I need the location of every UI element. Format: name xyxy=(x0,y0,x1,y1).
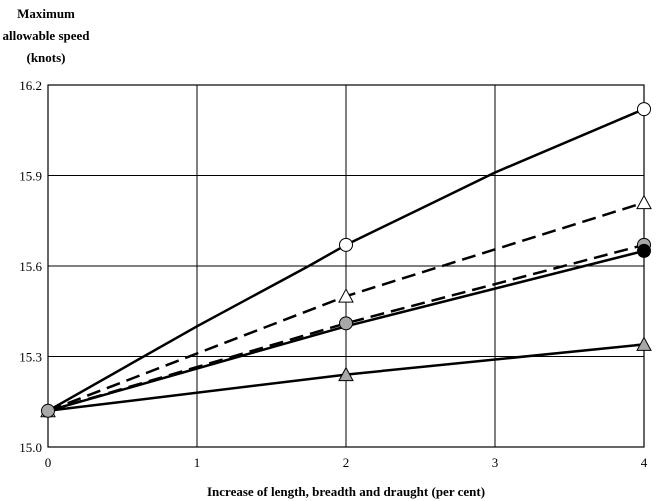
x-tick-labels: 0 1 2 3 4 xyxy=(45,455,648,470)
series-3-point xyxy=(41,403,55,418)
x-tick-label: 3 xyxy=(492,455,499,470)
series-1-point xyxy=(339,237,353,252)
y-axis-label-line-2: allowable speed xyxy=(2,28,90,43)
y-tick-label: 15.3 xyxy=(19,350,42,365)
y-tick-label: 16.2 xyxy=(19,78,42,93)
series-2-point xyxy=(636,194,652,210)
x-tick-label: 4 xyxy=(641,455,648,470)
series-line-3 xyxy=(47,243,645,412)
series-1-point xyxy=(637,102,651,117)
series-markers xyxy=(40,102,652,418)
x-tick-label: 2 xyxy=(343,455,350,470)
y-axis-label-line-3: (knots) xyxy=(26,50,65,65)
series-5-point xyxy=(338,366,354,382)
series-3-point xyxy=(339,316,353,331)
grid xyxy=(48,85,644,447)
y-tick-label: 15.0 xyxy=(19,440,42,455)
y-tick-labels: 15.0 15.3 15.6 15.9 16.2 xyxy=(19,78,42,455)
x-axis-label: Increase of length, breadth and draught … xyxy=(207,484,485,499)
series-2-point xyxy=(338,288,354,303)
plot-frame xyxy=(47,84,645,448)
series-4-point xyxy=(637,243,651,258)
y-tick-label: 15.9 xyxy=(19,169,42,184)
y-tick-label: 15.6 xyxy=(19,259,42,274)
x-tick-label: 0 xyxy=(45,455,52,470)
x-tick-label: 1 xyxy=(194,455,201,470)
series-5-point xyxy=(636,336,652,351)
y-axis-label-line-1: Maximum xyxy=(17,6,75,21)
